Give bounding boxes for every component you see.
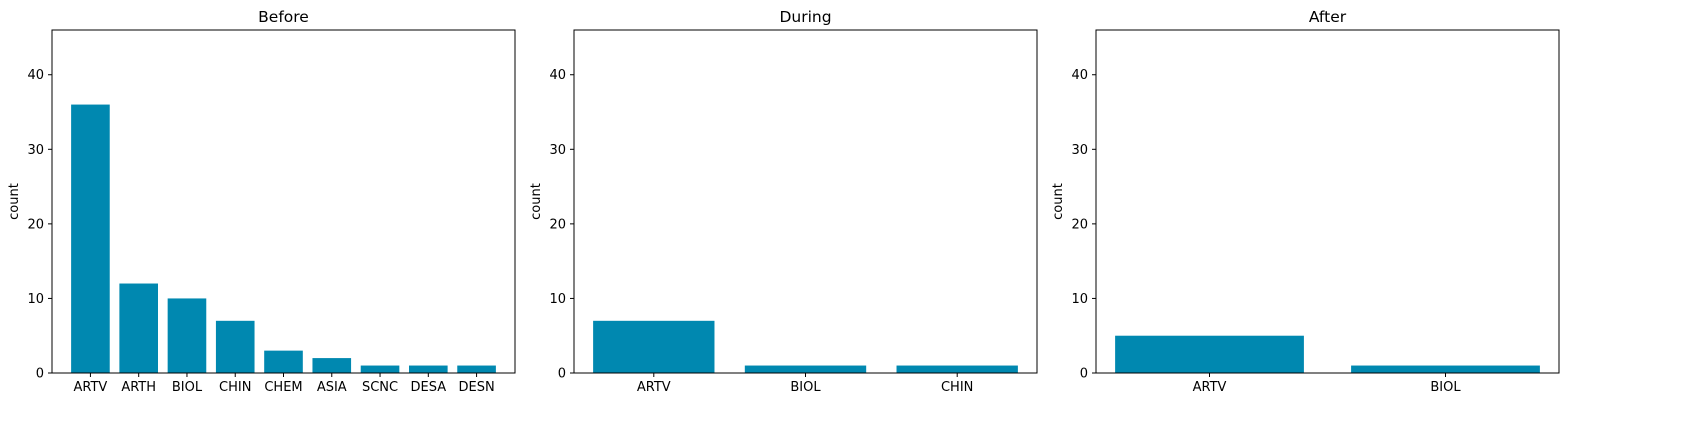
x-tick-label: BIOL	[172, 380, 203, 395]
bar-asia	[312, 358, 352, 373]
x-tick-label: CHEM	[264, 380, 302, 395]
bar-scnc	[360, 365, 400, 373]
y-tick-label: 10	[1071, 292, 1088, 307]
bar-chem	[264, 350, 303, 373]
x-tick-label: ARTV	[637, 380, 671, 395]
chart-title: Before	[258, 8, 309, 26]
x-tick-label: ARTV	[1193, 380, 1227, 395]
after-chart: After count ARTV BIOL 0 10 20 30 40	[1051, 8, 1560, 395]
ticks: ARTV BIOL 0 10 20 30 40	[1071, 68, 1461, 395]
bar-desa	[409, 365, 448, 373]
y-tick-label: 40	[1071, 68, 1088, 83]
x-tick-label: BIOL	[790, 380, 821, 395]
bar-artv	[593, 320, 715, 373]
x-tick-label: ARTV	[74, 380, 108, 395]
chart-title: During	[779, 8, 831, 26]
x-tick-label: BIOL	[1430, 380, 1461, 395]
bar-biol	[1351, 365, 1540, 373]
y-tick-label: 20	[549, 217, 566, 232]
y-axis-label: count	[529, 183, 544, 220]
y-tick-label: 30	[27, 143, 44, 158]
y-tick-label: 30	[549, 143, 566, 158]
before-chart: Before count ARTV ARTH BIOL CHIN CHEM ASIA SCN…	[7, 8, 516, 395]
bar-arth	[119, 283, 158, 373]
y-axis-label: count	[1051, 183, 1066, 220]
y-tick-label: 40	[27, 68, 44, 83]
y-tick-label: 20	[27, 217, 44, 232]
y-tick-label: 10	[549, 292, 566, 307]
x-tick-label: CHIN	[219, 380, 251, 395]
bar-chin	[896, 365, 1018, 373]
chart-title: After	[1309, 8, 1347, 26]
y-tick-label: 0	[36, 367, 44, 382]
x-tick-label: DESA	[410, 380, 446, 395]
y-tick-label: 0	[1080, 367, 1088, 382]
x-tick-label: SCNC	[362, 380, 398, 395]
bar-artv	[71, 104, 110, 373]
y-axis-label: count	[7, 183, 22, 220]
bars	[593, 320, 1018, 373]
x-tick-label: DESN	[458, 380, 494, 395]
ticks: ARTV BIOL CHIN 0 10 20 30 40	[549, 68, 973, 395]
y-tick-label: 30	[1071, 143, 1088, 158]
y-tick-label: 20	[1071, 217, 1088, 232]
plot-frame	[573, 29, 1038, 374]
bars	[1115, 335, 1540, 373]
y-tick-label: 10	[27, 292, 44, 307]
plot-frame	[51, 29, 516, 374]
ticks: ARTV ARTH BIOL CHIN CHEM ASIA SCNC DESA DESN 0 10 2…	[27, 68, 494, 395]
y-tick-label: 0	[558, 367, 566, 382]
bars	[71, 104, 496, 373]
during-chart: During count ARTV BIOL CHIN 0 10 20 30 40	[529, 8, 1038, 395]
bar-artv	[1115, 335, 1304, 373]
y-tick-label: 40	[549, 68, 566, 83]
x-tick-label: CHIN	[941, 380, 973, 395]
bar-biol	[744, 365, 867, 373]
plot-frame	[1095, 29, 1560, 374]
bar-biol	[167, 298, 207, 373]
bar-chin	[215, 320, 255, 373]
x-tick-label: ASIA	[317, 380, 347, 395]
bar-desn	[457, 365, 496, 373]
x-tick-label: ARTH	[121, 380, 156, 395]
